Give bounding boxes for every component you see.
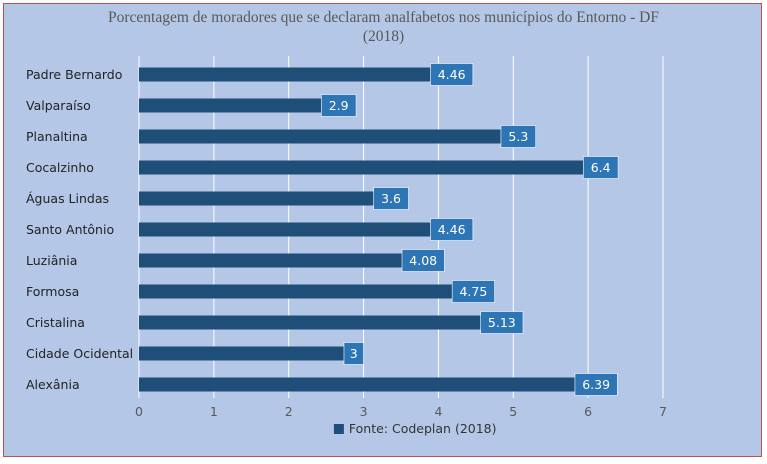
data-label: 4.46 — [438, 67, 466, 82]
data-label-box — [451, 280, 495, 303]
bar — [139, 67, 473, 82]
chart-title-line-1: Porcentagem de moradores que se declaram… — [108, 9, 659, 26]
chart-title-line-2: (2018) — [362, 28, 405, 45]
bar — [139, 191, 409, 206]
data-label: 3 — [350, 346, 358, 361]
bar — [139, 346, 364, 361]
bar — [139, 253, 445, 268]
bar — [139, 222, 473, 237]
data-label: 6.39 — [582, 377, 610, 392]
data-label: 4.08 — [409, 253, 437, 268]
category-label: Formosa — [26, 284, 79, 299]
category-label: Valparaíso — [26, 98, 91, 113]
data-label-box — [582, 156, 619, 179]
legend-swatch — [333, 424, 344, 434]
bar — [139, 284, 495, 299]
data-label: 4.46 — [438, 222, 466, 237]
data-label-box — [320, 94, 357, 117]
data-label: 3.6 — [381, 191, 401, 206]
data-label: 6.4 — [591, 160, 611, 175]
bar — [139, 315, 524, 330]
chart-title: Porcentagem de moradores que se declaram… — [4, 8, 763, 46]
bar — [139, 160, 619, 175]
category-label: Cristalina — [26, 315, 85, 330]
category-label: Padre Bernardo — [26, 67, 122, 82]
data-label-box — [373, 187, 409, 210]
x-tick-label: 0 — [135, 404, 143, 419]
bar — [139, 129, 536, 144]
data-label: 2.9 — [329, 98, 349, 113]
data-label: 4.75 — [459, 284, 487, 299]
x-tick-label: 6 — [584, 404, 592, 419]
category-label: Cocalzinho — [26, 160, 94, 175]
data-label-box — [430, 63, 474, 86]
data-label-box — [500, 125, 537, 148]
x-tick-label: 1 — [210, 404, 218, 419]
category-label: Santo Antônio — [26, 222, 114, 237]
legend-label: Fonte: Codeplan (2018) — [349, 421, 497, 436]
category-label: Águas Lindas — [26, 191, 109, 206]
category-label: Planaltina — [26, 129, 88, 144]
category-label: Luziânia — [26, 253, 77, 268]
bar-chart: 0 1 2 3 4 5 6 7 Padre Bernardo 4.46 Valparaíso 2.9 P… — [26, 56, 667, 436]
chart-frame: Porcentagem de moradores que se declaram… — [3, 3, 762, 457]
category-label: Alexânia — [26, 377, 80, 392]
category-label: Cidade Ocidental — [26, 346, 133, 361]
data-label-box — [574, 373, 618, 396]
x-tick-label: 5 — [509, 404, 517, 419]
x-tick-label: 2 — [285, 404, 293, 419]
x-tick-label: 4 — [434, 404, 442, 419]
data-label: 5.3 — [508, 129, 528, 144]
data-label-box — [343, 342, 364, 365]
data-label-box — [401, 249, 445, 272]
bar — [139, 98, 357, 113]
data-label-box — [430, 218, 474, 241]
data-label-box — [480, 311, 524, 334]
bar — [139, 377, 618, 392]
x-tick-label: 3 — [360, 404, 368, 419]
data-label: 5.13 — [488, 315, 516, 330]
x-tick-label: 7 — [659, 404, 667, 419]
